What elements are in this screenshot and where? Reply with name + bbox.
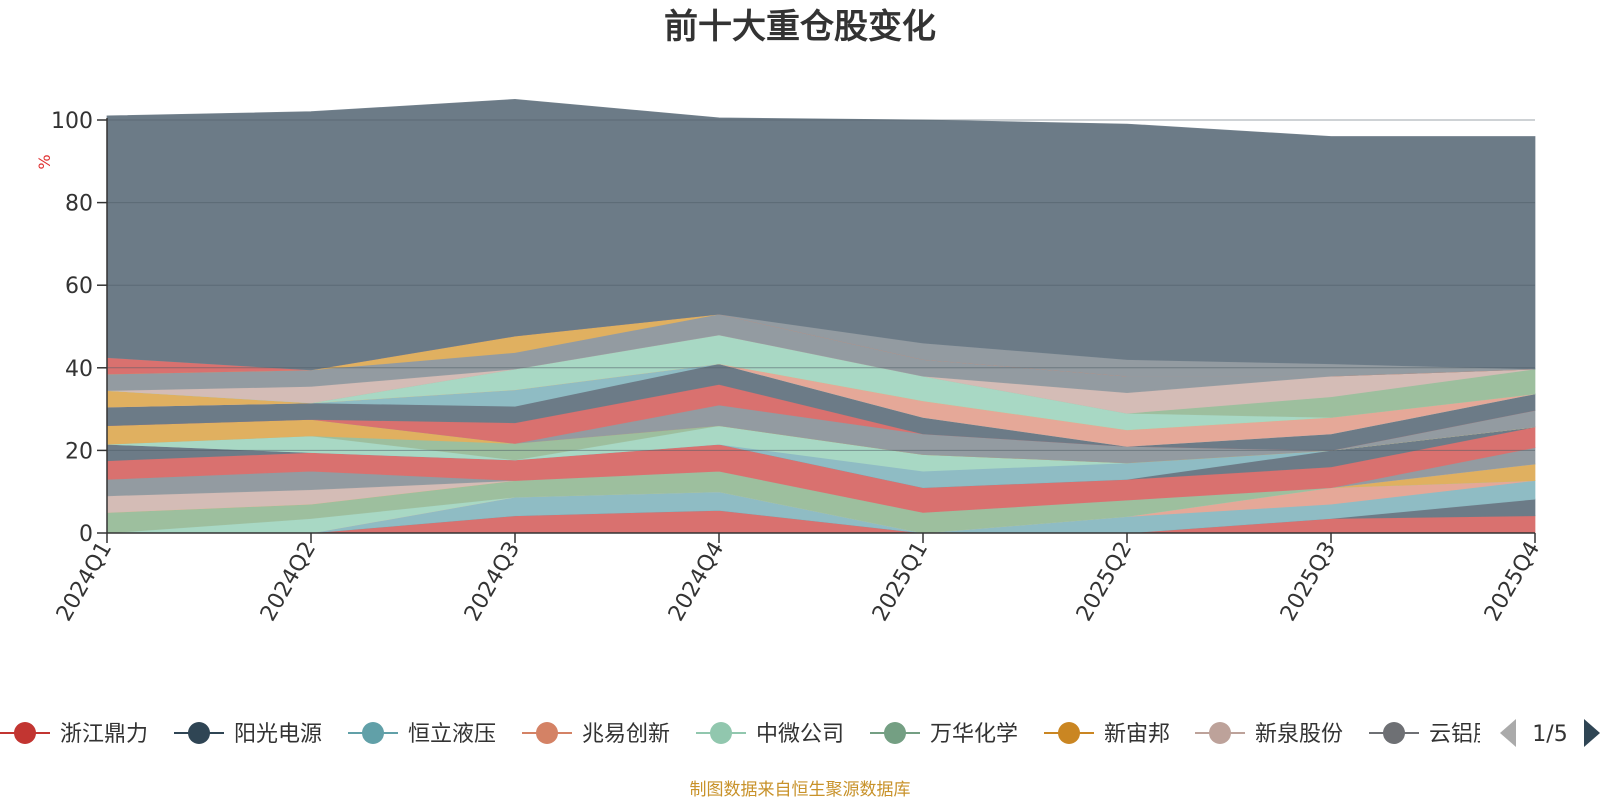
legend-marker-icon	[362, 722, 384, 744]
legend-marker-icon	[1209, 722, 1231, 744]
legend-prev-page-icon[interactable]	[1500, 719, 1516, 747]
legend-marker-icon	[884, 722, 906, 744]
legend-marker-icon	[710, 722, 732, 744]
y-tick-label: 40	[65, 357, 93, 382]
legend-marker-icon	[1058, 722, 1080, 744]
legend-label: 云铝股份	[1429, 722, 1517, 747]
legend-item[interactable]: 万华化学	[870, 722, 1018, 747]
axes	[106, 118, 1535, 534]
legend-label: 兆易创新	[582, 722, 670, 747]
y-axis-unit-label: %	[35, 154, 54, 169]
legend-marker-icon	[188, 722, 210, 744]
legend-item[interactable]: 阳光电源	[174, 722, 322, 747]
legend-item[interactable]: 中微公司	[696, 722, 844, 747]
legend: 浙江鼎力 阳光电源 恒立液压 兆易创新 中微公司 万华化学 新宙邦 新泉股份 云铝股份	[0, 722, 1517, 747]
legend-label: 中微公司	[756, 722, 844, 747]
y-tick-label: 60	[65, 274, 93, 299]
legend-item[interactable]: 兆易创新	[522, 722, 670, 747]
data-source-note: 制图数据来自恒生聚源数据库	[690, 780, 911, 800]
y-tick-label: 0	[79, 522, 93, 547]
legend-label: 恒立液压	[408, 722, 496, 747]
legend-label: 阳光电源	[234, 722, 322, 747]
x-tick-label: 2025Q2	[1072, 538, 1137, 626]
chart-title: 前十大重仓股变化	[664, 7, 936, 47]
legend-label: 万华化学	[930, 722, 1018, 747]
legend-label: 新宙邦	[1104, 722, 1170, 747]
legend-marker-icon	[536, 722, 558, 744]
grid-lines	[107, 119, 1535, 451]
x-tick-label: 2024Q1	[52, 538, 117, 626]
legend-next-page-icon[interactable]	[1584, 719, 1600, 747]
legend-label: 新泉股份	[1255, 722, 1343, 747]
legend-label: 浙江鼎力	[60, 722, 148, 747]
x-tick-label: 2025Q1	[868, 538, 933, 626]
x-tick-label: 2025Q4	[1480, 538, 1545, 626]
legend-item[interactable]: 恒立液压	[348, 722, 496, 747]
area-series-29[interactable]	[106, 98, 1536, 371]
legend-pager: 1/5	[1500, 719, 1600, 747]
x-axis-ticks: 2024Q1 2024Q2 2024Q3 2024Q4 2025Q1 2025Q2 2025…	[52, 533, 1545, 626]
x-tick-label: 2025Q3	[1276, 538, 1341, 626]
y-tick-label: 80	[65, 192, 93, 217]
x-tick-label: 2024Q3	[460, 538, 525, 626]
y-tick-label: 20	[65, 439, 93, 464]
y-axis-ticks: 0 20 40 60 80 100	[51, 109, 107, 547]
x-tick-label: 2024Q4	[664, 538, 729, 626]
legend-item[interactable]: 云铝股份	[1369, 722, 1517, 747]
x-tick-label: 2024Q2	[256, 538, 321, 626]
legend-item[interactable]: 浙江鼎力	[0, 722, 148, 747]
legend-item[interactable]: 新泉股份	[1195, 722, 1343, 747]
legend-marker-icon	[1383, 722, 1405, 744]
area-series-group	[106, 98, 1536, 534]
legend-page-indicator: 1/5	[1532, 722, 1567, 747]
y-tick-label: 100	[51, 109, 93, 134]
legend-item[interactable]: 新宙邦	[1044, 722, 1170, 747]
legend-marker-icon	[14, 722, 36, 744]
